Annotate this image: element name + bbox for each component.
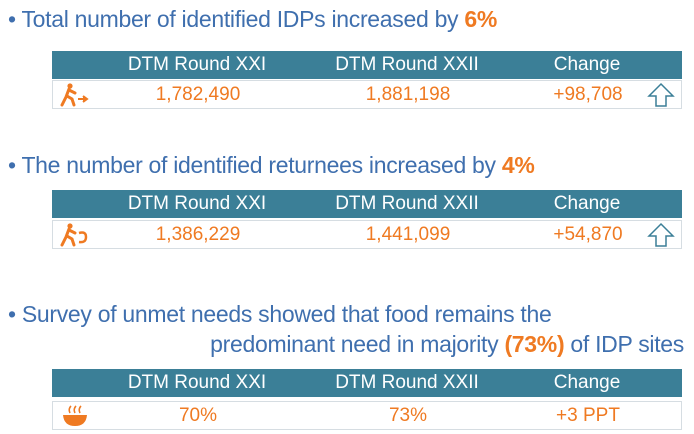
column-header: Change <box>553 193 621 214</box>
heading-highlight: 4% <box>501 152 535 178</box>
row-value: +3 PPT <box>556 405 620 426</box>
heading-highlight: 6% <box>464 6 498 32</box>
row-value: +98,708 <box>553 84 623 105</box>
table-row: 70% 73% +3 PPT <box>52 401 682 430</box>
column-header: DTM Round XXI <box>127 372 267 393</box>
up-arrow <box>643 222 679 253</box>
table-row: 1,782,490 1,881,198 +98,708 <box>52 80 682 109</box>
row-icon <box>59 223 99 252</box>
heading-text: Survey of unmet needs showed that food r… <box>21 301 552 327</box>
row-value: +54,870 <box>553 224 623 245</box>
heading-highlight: (73%) <box>504 331 565 357</box>
column-header: Change <box>553 54 621 75</box>
heading-text: predominant need in majority <box>210 331 499 357</box>
heading-text: of IDP sites <box>570 331 684 357</box>
row-value: 1,386,229 <box>155 224 241 245</box>
column-header: DTM Round XXI <box>127 193 267 214</box>
row-value: 1,441,099 <box>365 224 451 245</box>
column-header: Change <box>553 372 621 393</box>
row-value: 73% <box>388 405 428 426</box>
row-value: 70% <box>178 405 218 426</box>
column-header: DTM Round XXII <box>335 372 479 393</box>
row-value: 1,782,490 <box>155 84 241 105</box>
table-row: 1,386,229 1,441,099 +54,870 <box>52 220 682 249</box>
table-header: DTM Round XXI DTM Round XXII Change <box>52 190 682 218</box>
up-arrow <box>643 82 679 113</box>
column-header: DTM Round XXII <box>335 193 479 214</box>
section-heading: • Total number of identified IDPs increa… <box>8 6 498 32</box>
heading-text: Total number of identified IDPs increase… <box>21 6 459 32</box>
column-header: DTM Round XXI <box>127 54 267 75</box>
row-icon <box>59 83 99 112</box>
heading-text: The number of identified returnees incre… <box>21 152 496 178</box>
section-heading: • The number of identified returnees inc… <box>8 152 535 178</box>
column-header: DTM Round XXII <box>335 54 479 75</box>
table-header: DTM Round XXI DTM Round XXII Change <box>52 369 682 397</box>
section-heading-line2: predominant need in majority (73%) of ID… <box>8 331 684 358</box>
table-header: DTM Round XXI DTM Round XXII Change <box>52 51 682 79</box>
section-heading: • Survey of unmet needs showed that food… <box>8 301 552 327</box>
row-icon <box>59 404 99 433</box>
row-value: 1,881,198 <box>365 84 451 105</box>
